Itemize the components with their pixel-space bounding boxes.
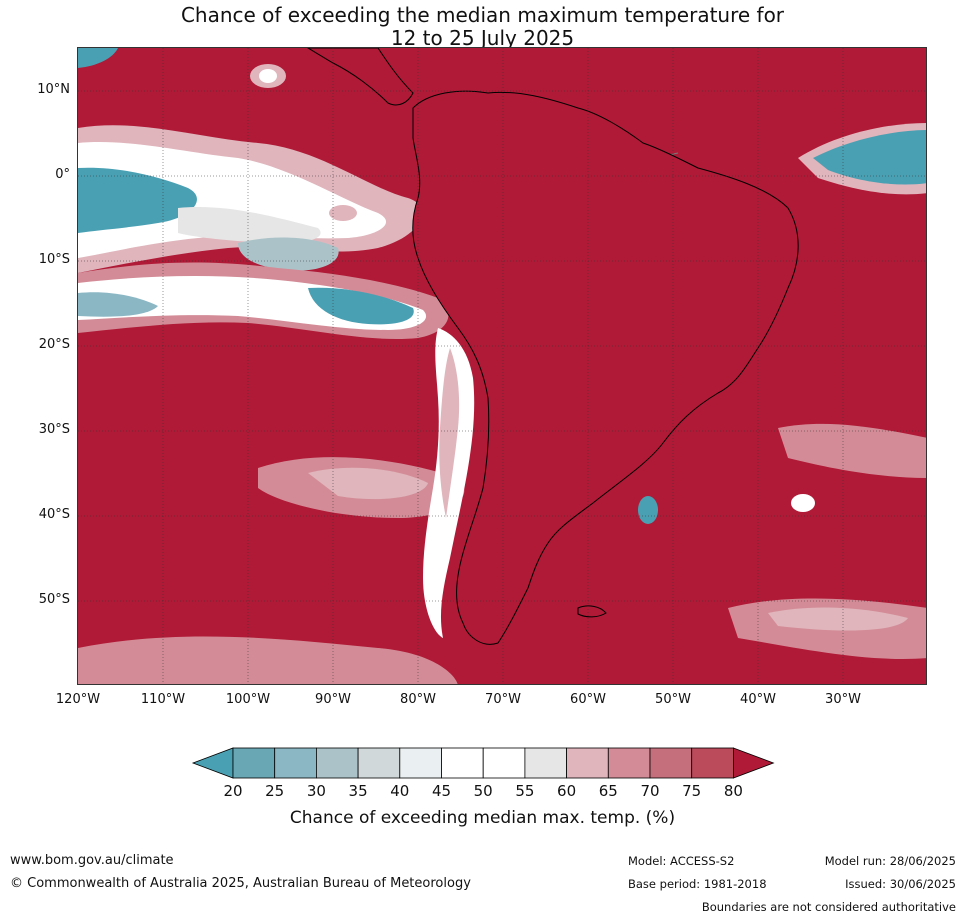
lat-label-10s: 10°S [38, 252, 70, 267]
lat-label-10n: 10°N [37, 82, 70, 97]
colorbar-cell [691, 747, 734, 779]
map-title: Chance of exceeding the median maximum t… [0, 4, 965, 50]
lat-label-20s: 20°S [38, 337, 70, 352]
lon-label-110w: 110°W [140, 692, 186, 707]
colorbar-cell [649, 747, 693, 779]
lon-label-80w: 80°W [400, 692, 436, 707]
probability-map [77, 47, 927, 685]
model-text: Model: ACCESS-S2 [628, 854, 735, 868]
model-run-text: Model run: 28/06/2025 [824, 854, 956, 868]
colorbar-cell [607, 747, 651, 779]
lat-label-30s: 30°S [38, 422, 70, 437]
base-period-text: Base period: 1981-2018 [628, 877, 767, 891]
colorbar-tick-label: 75 [682, 782, 702, 800]
colorbar-extend-high [733, 747, 775, 779]
colorbar-tick-label: 40 [390, 782, 410, 800]
issued-text: Issued: 30/06/2025 [845, 877, 956, 891]
lon-label-90w: 90°W [315, 692, 351, 707]
colorbar-tick-label: 45 [431, 782, 452, 800]
lat-label-0: 0° [55, 167, 70, 182]
colorbar-extend-low [191, 747, 234, 779]
colorbar-tick-label: 20 [223, 782, 243, 800]
lon-label-70w: 70°W [485, 692, 521, 707]
colorbar-cell [357, 747, 401, 779]
colorbar-cell [566, 747, 609, 779]
colorbar-cell [232, 747, 276, 779]
colorbar-tick-label: 55 [515, 782, 535, 800]
lon-label-50w: 50°W [655, 692, 691, 707]
colorbar-tick-label: 65 [598, 782, 618, 800]
title-line-1: Chance of exceeding the median maximum t… [180, 3, 785, 27]
lon-label-30w: 30°W [825, 692, 861, 707]
lat-label-40s: 40°S [38, 507, 70, 522]
colorbar-tick-label: 70 [640, 782, 660, 800]
colorbar-cell [399, 747, 442, 779]
title-line-2: 12 to 25 July 2025 [390, 26, 575, 50]
colorbar-cell [316, 747, 359, 779]
lon-label-120w: 120°W [55, 692, 101, 707]
colorbar-tick-label: 50 [473, 782, 493, 800]
lon-label-40w: 40°W [740, 692, 776, 707]
colorbar [191, 747, 775, 779]
colorbar-cell [524, 747, 567, 779]
colorbar-tick-label: 30 [306, 782, 326, 800]
lat-label-50s: 50°S [38, 592, 70, 607]
colorbar-tick-label: 35 [348, 782, 368, 800]
colorbar-tick-label: 25 [265, 782, 285, 800]
colorbar-label: Chance of exceeding median max. temp. (%… [289, 808, 676, 828]
map-canvas [78, 48, 926, 684]
lon-label-100w: 100°W [225, 692, 271, 707]
disclaimer-text: Boundaries are not considered authoritat… [701, 900, 956, 914]
copyright-text: © Commonwealth of Australia 2025, Austra… [10, 876, 471, 891]
colorbar-cell [441, 747, 484, 779]
colorbar-tick-label: 80 [723, 782, 743, 800]
website-link[interactable]: www.bom.gov.au/climate [10, 853, 174, 868]
lon-label-60w: 60°W [570, 692, 606, 707]
colorbar-tick-label: 60 [557, 782, 577, 800]
colorbar-cell [274, 747, 317, 779]
colorbar-cell [482, 747, 526, 779]
